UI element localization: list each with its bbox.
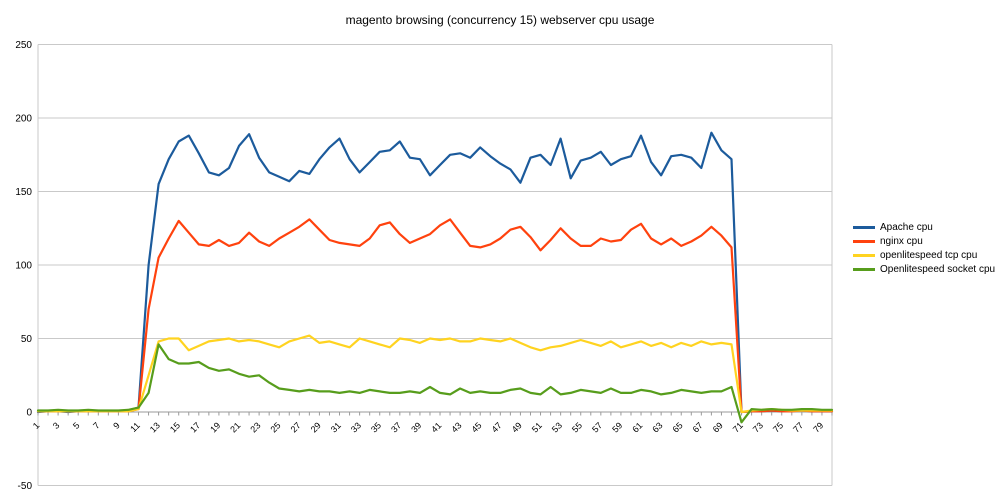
x-tick-label: 71 [731, 420, 745, 434]
x-axis-labels: 1 3 5 7 9 11 13 15 17 19 21 23 25 27 29 31 33 35 37 39 41 43 4… [31, 420, 826, 434]
y-tick-label: 50 [21, 334, 33, 345]
x-tick-label: 79 [811, 420, 825, 434]
legend-label-openlitespeed-socket-cpu: Openlitespeed socket cpu [880, 264, 996, 275]
legend-item-nginx-cpu: nginx cpu [853, 235, 995, 248]
chart-title: magento browsing (concurrency 15) webser… [345, 13, 655, 27]
y-tick-label: 100 [15, 261, 32, 272]
y-tick-label: 250 [15, 40, 32, 51]
x-tick-label: 77 [791, 420, 805, 434]
x-tick-label: 45 [469, 420, 483, 434]
x-tick-label: 55 [570, 420, 584, 434]
y-axis-labels: -50 0 50 100 150 200 250 [15, 40, 32, 492]
x-tick-label: 51 [530, 420, 544, 434]
x-tick-label: 5 [71, 420, 82, 431]
x-tick-label: 35 [369, 420, 383, 434]
legend-label-openlitespeed-tcp-cpu: openlitespeed tcp cpu [880, 250, 978, 261]
x-tick-label: 15 [168, 420, 182, 434]
x-tick-label: 33 [349, 420, 363, 434]
x-tick-label: 49 [510, 420, 524, 434]
x-tick-label: 31 [329, 420, 343, 434]
x-tick-label: 41 [429, 420, 443, 434]
series-line-openlitespeed-socket-cpu [36, 343, 834, 424]
x-tick-label: 57 [590, 420, 604, 434]
legend-swatch-nginx-cpu [853, 240, 875, 243]
y-tick-label: -50 [18, 481, 33, 492]
x-tick-label: 27 [289, 420, 303, 434]
x-tick-label: 13 [148, 420, 162, 434]
x-tick-label: 9 [111, 420, 122, 431]
legend: Apache cpu nginx cpu openlitespeed tcp c… [853, 221, 995, 277]
legend-item-openlitespeed-tcp-cpu: openlitespeed tcp cpu [853, 249, 995, 262]
x-tick-label: 67 [691, 420, 705, 434]
x-tick-label: 53 [550, 420, 564, 434]
legend-swatch-openlitespeed-socket-cpu [853, 268, 875, 271]
legend-item-apache-cpu: Apache cpu [853, 221, 995, 234]
y-tick-label: 200 [15, 114, 32, 125]
series-line-nginx-cpu [36, 218, 834, 414]
x-tick-label: 43 [449, 420, 463, 434]
legend-item-openlitespeed-socket-cpu: Openlitespeed socket cpu [853, 263, 995, 276]
x-tick-label: 73 [751, 420, 765, 434]
legend-label-nginx-cpu: nginx cpu [880, 236, 923, 247]
legend-label-apache-cpu: Apache cpu [880, 222, 933, 233]
x-tick-label: 37 [389, 420, 403, 434]
x-tick-label: 39 [409, 420, 423, 434]
x-tick-label: 11 [128, 420, 142, 434]
x-tick-label: 61 [630, 420, 644, 434]
x-tick-label: 3 [51, 420, 62, 431]
x-tick-label: 19 [208, 420, 222, 434]
x-tick-label: 65 [671, 420, 685, 434]
x-tick-label: 1 [31, 420, 42, 431]
x-tick-label: 69 [711, 420, 725, 434]
x-tick-label: 47 [490, 420, 504, 434]
y-tick-label: 150 [15, 187, 32, 198]
x-tick-label: 29 [309, 420, 323, 434]
legend-swatch-apache-cpu [853, 226, 875, 229]
x-tick-label: 75 [771, 420, 785, 434]
series-line-apache-cpu [36, 131, 834, 414]
series-lines [36, 131, 834, 424]
y-tick-label: 0 [26, 408, 32, 419]
series-line-openlitespeed-tcp-cpu [36, 334, 834, 414]
x-tick-label: 25 [268, 420, 282, 434]
x-tick-label: 7 [91, 420, 102, 431]
x-tick-label: 59 [610, 420, 624, 434]
x-tick-label: 63 [650, 420, 664, 434]
x-tick-label: 17 [188, 420, 202, 434]
x-tick-label: 23 [248, 420, 262, 434]
x-axis [37, 411, 833, 416]
x-tick-label: 21 [228, 420, 242, 434]
legend-swatch-openlitespeed-tcp-cpu [853, 254, 875, 257]
